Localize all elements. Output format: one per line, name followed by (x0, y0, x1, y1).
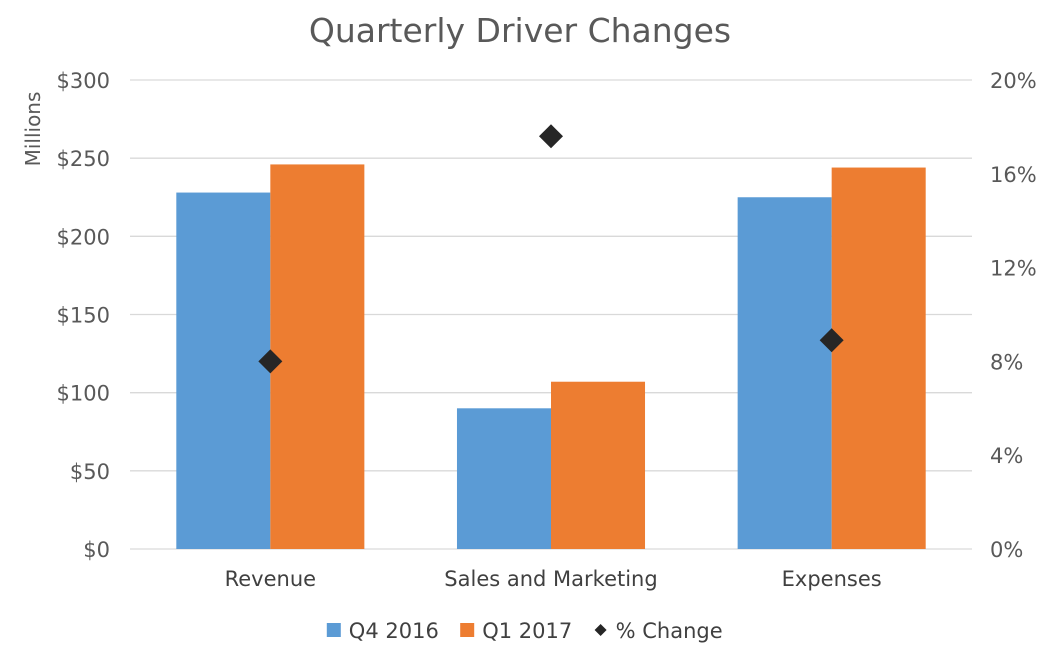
bar-q1-2017 (270, 164, 365, 550)
markers (258, 124, 844, 374)
left-tick-label: $200 (57, 225, 110, 249)
bar-q4-2016 (176, 192, 271, 549)
bar-q4-2016 (737, 197, 832, 549)
right-axis: 0% 4% 8% 12% 16% 20% (990, 69, 1037, 562)
marker-percent-change (819, 328, 844, 353)
category-label: Revenue (225, 567, 316, 591)
left-tick-label: $300 (57, 69, 110, 93)
right-tick-label: 16% (990, 163, 1037, 187)
legend-label: Q4 2016 (349, 619, 439, 643)
left-tick-label: $100 (57, 382, 110, 406)
left-tick-label: $50 (70, 460, 110, 484)
right-tick-label: 12% (990, 257, 1037, 281)
category-label: Sales and Marketing (444, 567, 657, 591)
left-axis: $0 $50 $100 $150 $200 $250 $300 (57, 69, 110, 562)
bars (176, 164, 926, 550)
chart-title: Quarterly Driver Changes (309, 11, 731, 50)
left-tick-label: $0 (83, 538, 110, 562)
legend-marker (594, 624, 607, 636)
bar-q1-2017 (551, 381, 646, 549)
left-tick-label: $250 (57, 147, 110, 171)
marker-percent-change (258, 349, 283, 374)
category-labels: Revenue Sales and Marketing Expenses (225, 567, 882, 591)
legend-swatch (460, 623, 475, 637)
left-tick-label: $150 (57, 304, 110, 328)
bar-q4-2016 (456, 408, 551, 549)
right-tick-label: 4% (990, 444, 1023, 468)
right-tick-label: 20% (990, 69, 1037, 93)
legend-swatch (326, 623, 341, 637)
legend-label: % Change (616, 619, 723, 643)
legend: Q4 2016 Q1 2017 % Change (326, 619, 723, 643)
category-label: Expenses (782, 567, 882, 591)
marker-percent-change (539, 124, 563, 149)
legend-label: Q1 2017 (482, 619, 572, 643)
y-axis-label: Millions (21, 92, 45, 167)
bar-q1-2017 (831, 167, 926, 549)
right-tick-label: 8% (990, 350, 1023, 374)
right-tick-label: 0% (990, 538, 1023, 562)
